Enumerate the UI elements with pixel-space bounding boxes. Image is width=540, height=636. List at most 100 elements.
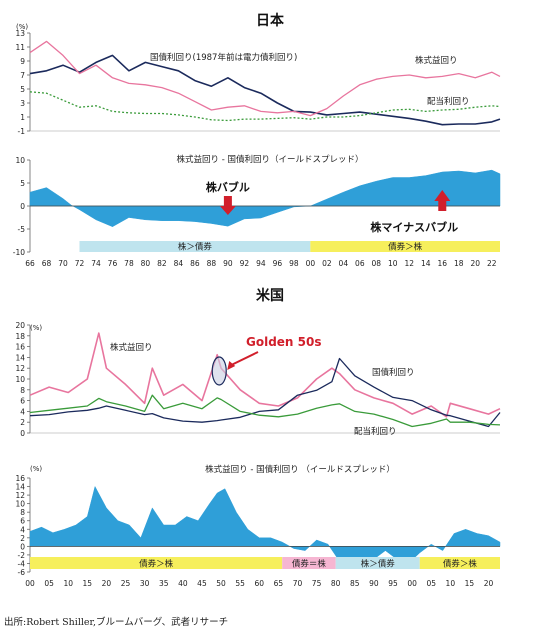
- japan-x-tick-label: 96: [273, 259, 283, 268]
- japan-x-tick-label: 80: [141, 259, 151, 268]
- us-x-tick-label: 40: [178, 579, 188, 588]
- us-x-tick-label: 00: [407, 579, 417, 588]
- japan-x-tick-label: 04: [339, 259, 349, 268]
- us-x-tick-label: 55: [235, 579, 245, 588]
- japan-top-y-tick-label: 13: [15, 29, 25, 38]
- japan-x-tick-label: 16: [438, 259, 448, 268]
- us-top-y-tick-label: 0: [20, 429, 25, 438]
- us-x-tick-label: 05: [426, 579, 436, 588]
- us-legend-dividend: 配当利回り: [354, 426, 397, 437]
- japan-regime-band: [79, 241, 311, 252]
- us-top-y-tick-label: 16: [15, 343, 25, 352]
- japan-x-tick-label: 66: [25, 259, 35, 268]
- japan-x-tick-label: 84: [174, 259, 184, 268]
- us-x-tick-label: 20: [102, 579, 112, 588]
- us-x-tick-label: 15: [465, 579, 475, 588]
- japan-x-tick-label: 74: [91, 259, 101, 268]
- us-top-y-tick-label: 10: [15, 375, 25, 384]
- us-top-y-tick-label: 14: [15, 353, 25, 362]
- japan-x-tick-label: 86: [190, 259, 200, 268]
- japan-x-tick-label: 08: [372, 259, 382, 268]
- us-regime-label: 債券＞株: [139, 559, 174, 570]
- japan-x-tick-label: 12: [405, 259, 415, 268]
- us-x-tick-label: 95: [388, 579, 398, 588]
- us-spread-y-tick-label: 12: [15, 491, 25, 500]
- us-regime-band: [419, 557, 500, 569]
- arrow-head-icon: [227, 361, 236, 370]
- japan-x-tick-label: 10: [388, 259, 398, 268]
- us-regime-band: [335, 557, 420, 569]
- japan-spread-y-tick-label: -5: [18, 225, 26, 234]
- us-x-tick-label: 10: [446, 579, 456, 588]
- japan-x-tick-label: 82: [157, 259, 167, 268]
- us-x-tick-label: 05: [44, 579, 54, 588]
- source-note: 出所:Robert Shiller,ブルームバーグ、武者リサーチ: [4, 617, 229, 628]
- us-x-tick-label: 10: [63, 579, 73, 588]
- japan-spread-y-tick-label: 5: [20, 179, 25, 188]
- us-x-tick-label: 30: [140, 579, 150, 588]
- us-spread-y-tick-label: 0: [20, 542, 25, 551]
- japan-top-y-tick-label: 1: [20, 113, 25, 122]
- japan-legend-earnings: 株式益回り: [415, 55, 458, 66]
- japan-spread-spread-area: [29, 169, 501, 227]
- us-top-y-tick-label: 6: [20, 397, 25, 406]
- japan-x-tick-label: 98: [289, 259, 299, 268]
- japan-top-y-tick-label: 11: [15, 43, 25, 52]
- japan-x-tick-label: 06: [355, 259, 365, 268]
- japan-top-series-line: [29, 54, 501, 126]
- us-spread-y-tick-label: -6: [18, 568, 26, 577]
- up-arrow-icon: [434, 190, 451, 211]
- us-x-tick-label: 70: [293, 579, 303, 588]
- us-spread-spread-area: [29, 485, 501, 564]
- us-spread-y-tick-label: -4: [18, 559, 26, 568]
- us-top-y-tick-label: 2: [20, 418, 25, 427]
- japan-regime-label: 株＞債券: [178, 242, 213, 253]
- us-regime-label: 株＞債券: [361, 559, 396, 570]
- us-x-tick-label: 85: [350, 579, 360, 588]
- japan-regime-band: [310, 241, 500, 252]
- japan-top-y-tick-label: 7: [20, 71, 25, 80]
- japan-x-tick-label: 88: [207, 259, 217, 268]
- us-spread-y-tick-label: -2: [18, 551, 26, 560]
- japan-top-series-line: [29, 40, 501, 117]
- golden-50s-label: Golden 50s: [246, 335, 322, 349]
- us-regime-label: 債券＝株: [292, 559, 327, 570]
- japan-x-tick-label: 76: [108, 259, 118, 268]
- japan-x-tick-label: 92: [240, 259, 250, 268]
- us-x-tick-label: 00: [25, 579, 35, 588]
- us-regime-band: [30, 557, 283, 569]
- us-title: 米国: [256, 287, 284, 304]
- us-spread-y-tick-label: 14: [15, 483, 25, 492]
- us-x-tick-label: 75: [312, 579, 322, 588]
- japan-x-tick-label: 68: [42, 259, 52, 268]
- japan-spread-y-tick-label: 0: [20, 202, 25, 211]
- us-top-y-tick-label: 18: [15, 332, 25, 341]
- negative-bubble-label: 株マイナスバブル: [370, 220, 458, 234]
- japan-x-tick-label: 90: [223, 259, 233, 268]
- japan-regime-label: 債券＞株: [388, 242, 423, 253]
- bubble-label: 株バブル: [206, 180, 250, 194]
- us-regime-label: 債券＞株: [443, 559, 478, 570]
- us-spread-title: 株式益回り - 国債利回り （イールドスプレッド）: [205, 464, 395, 475]
- us-x-tick-label: 60: [254, 579, 264, 588]
- japan-x-tick-label: 70: [58, 259, 68, 268]
- japan-top-y-tick-label: -1: [18, 127, 26, 136]
- japan-x-tick-label: 22: [487, 259, 497, 268]
- japan-spread-y-tick-label: -10: [13, 248, 25, 257]
- japan-x-tick-label: 78: [124, 259, 134, 268]
- us-x-tick-label: 65: [274, 579, 284, 588]
- us-spread-y-tick-label: 2: [20, 534, 25, 543]
- us-x-tick-label: 15: [83, 579, 93, 588]
- us-x-tick-label: 45: [197, 579, 207, 588]
- japan-top-y-tick-label: 5: [20, 85, 25, 94]
- japan-x-tick-label: 14: [421, 259, 431, 268]
- japan-x-tick-label: 94: [256, 259, 266, 268]
- us-regime-band: [282, 557, 336, 569]
- japan-spread-title: 株式益回り - 国債利回り（イールドスプレッド）: [177, 154, 364, 165]
- us-spread-y-tick-label: 8: [20, 508, 25, 517]
- japan-legend-dividend: 配当利回り: [427, 96, 470, 107]
- us-spread-y-tick-label: 16: [15, 474, 25, 483]
- us-spread-y-tick-label: 4: [20, 525, 25, 534]
- japan-top-y-tick-label: 9: [20, 57, 25, 66]
